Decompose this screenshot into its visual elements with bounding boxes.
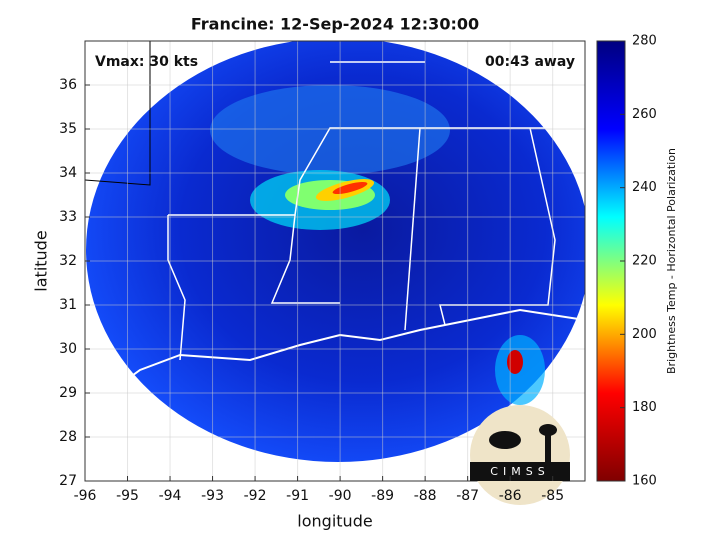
x-tick-label: -94	[159, 488, 182, 504]
y-tick-label: 28	[59, 429, 77, 445]
y-axis-label: latitude	[32, 230, 51, 291]
x-tick-label: -86	[499, 488, 522, 504]
x-tick-label: -90	[329, 488, 352, 504]
colorbar-tick-label: 160	[632, 474, 657, 489]
y-tick-label: 33	[59, 209, 77, 225]
annotation: 00:43 away	[485, 54, 575, 70]
x-axis-label: longitude	[297, 512, 372, 531]
y-tick-label: 34	[59, 165, 77, 181]
x-tick-label: -95	[116, 488, 139, 504]
colorbar-tick-label: 260	[632, 107, 657, 122]
y-tick-label: 31	[59, 297, 77, 313]
x-tick-label: -96	[74, 488, 97, 504]
colorbar-tick-label: 240	[632, 180, 657, 195]
colorbar-tick-label: 220	[632, 254, 657, 269]
x-tick-label: -91	[286, 488, 309, 504]
chart-title: Francine: 12-Sep-2024 12:30:00	[191, 15, 479, 34]
x-tick-label: -92	[244, 488, 267, 504]
x-tick-label: -93	[201, 488, 224, 504]
grid	[84, 41, 585, 482]
x-tick-label: -89	[371, 488, 394, 504]
y-tick-label: 36	[59, 77, 77, 93]
x-tick-label: -88	[414, 488, 437, 504]
x-tick-label: -87	[456, 488, 479, 504]
logo-text: CIMSS	[490, 465, 549, 478]
colorbar-tick-label: 180	[632, 400, 657, 415]
x-tick-label: -85	[541, 488, 564, 504]
colorbar-tick-label: 200	[632, 327, 657, 342]
y-tick-label: 32	[59, 253, 77, 269]
y-tick-label: 30	[59, 341, 77, 357]
colorbar-tick-label: 280	[632, 34, 657, 49]
y-tick-label: 29	[59, 385, 77, 401]
y-tick-label: 27	[59, 473, 77, 489]
colorbar-label: Brightness Temp - Horizontal Polarizatio…	[665, 148, 678, 374]
logo: CIMSS	[470, 405, 570, 505]
annotation: Vmax: 30 kts	[95, 54, 198, 70]
y-tick-label: 35	[59, 121, 77, 137]
